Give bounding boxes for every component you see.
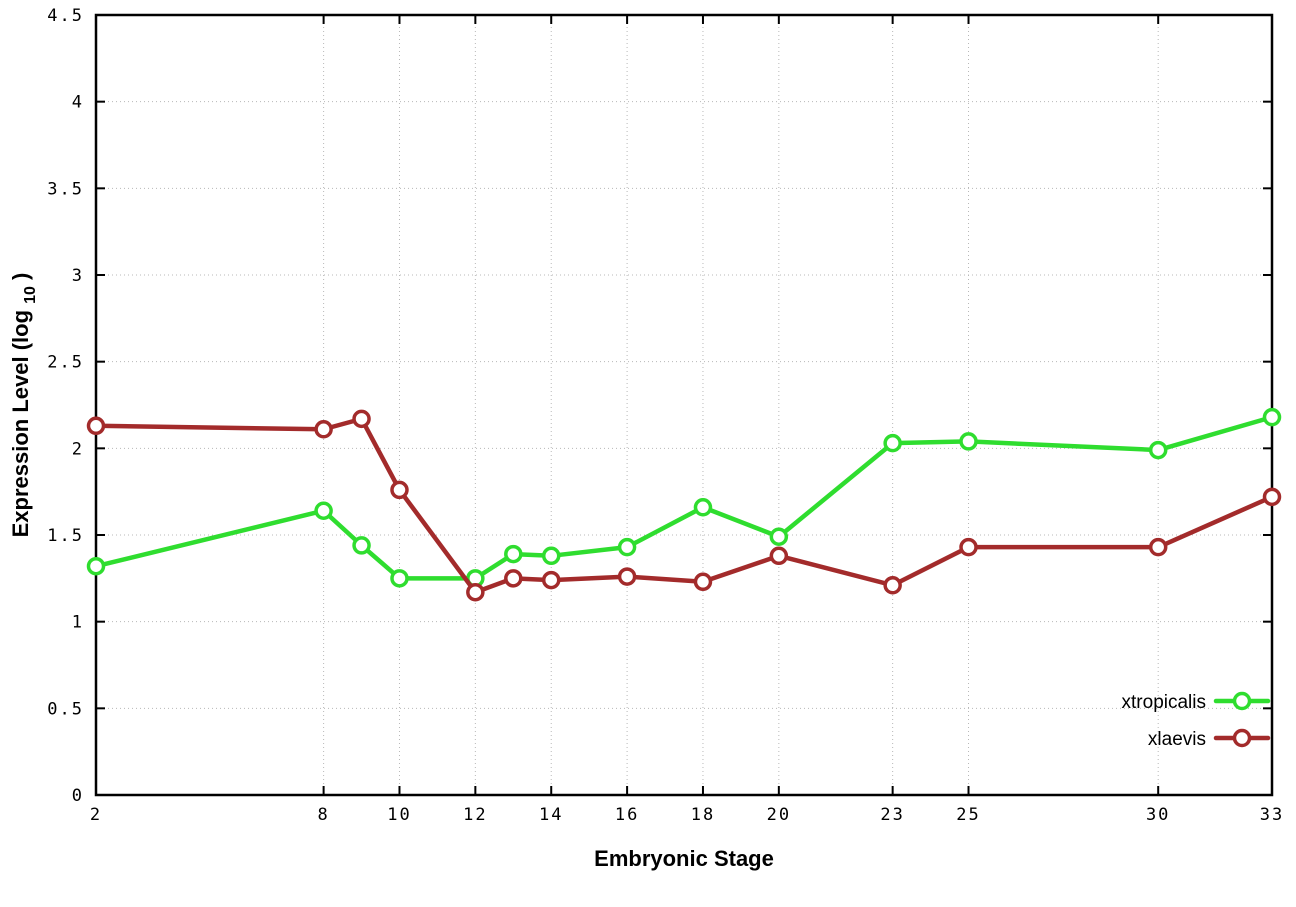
series-line-xlaevis <box>93 416 1275 595</box>
data-point-xlaevis <box>959 537 978 557</box>
x-tick-label: 18 <box>691 805 715 825</box>
data-point-xtropicalis <box>883 433 902 453</box>
y-tick-label: 2.5 <box>47 353 84 373</box>
legend-label-xtropicalis: xtropicalis <box>1122 692 1206 713</box>
x-tick-label: 23 <box>880 805 904 825</box>
data-point-xlaevis <box>693 572 713 592</box>
x-tick-label: 30 <box>1146 805 1170 825</box>
data-point-xlaevis <box>1148 537 1168 557</box>
legend-entry-xtropicalis: xtropicalis <box>1122 691 1271 713</box>
x-tick-label: 20 <box>767 805 791 825</box>
data-point-xtropicalis <box>1148 440 1168 460</box>
y-tick-label: 4.5 <box>47 6 84 26</box>
data-point-xtropicalis <box>352 536 371 555</box>
y-axis-label: Expression Level (log 10 ) <box>8 273 40 538</box>
x-tick-label: 33 <box>1260 805 1284 825</box>
y-tick-label: 3 <box>72 266 84 286</box>
plot-border <box>94 13 1274 797</box>
data-point-xlaevis <box>86 416 106 436</box>
x-tick-label: 8 <box>317 805 329 825</box>
data-point-xlaevis <box>390 480 409 500</box>
data-point-xtropicalis <box>314 501 333 520</box>
data-point-xlaevis <box>769 546 789 566</box>
data-point-xtropicalis <box>617 537 637 557</box>
y-tick-label: 1.5 <box>47 526 84 546</box>
data-point-xlaevis <box>883 576 902 595</box>
plot-area: 2 8 10 12 14 16 18 20 23 25 30 33 0 0.5 1 1.5 2 2.5 3 3.5 4 4… <box>47 6 1284 825</box>
y-tick-label: 4 <box>72 93 84 113</box>
y-tick-label: 0 <box>72 786 84 806</box>
data-point-xtropicalis <box>390 569 409 588</box>
x-tick-label: 12 <box>463 805 487 825</box>
y-axis-label-subscript: 10 <box>22 286 39 304</box>
data-point-xlaevis <box>314 420 333 439</box>
data-point-xtropicalis <box>959 432 978 451</box>
x-tick-label: 14 <box>539 805 563 825</box>
data-point-xtropicalis <box>541 546 561 566</box>
x-tick-label: 2 <box>90 805 102 825</box>
legend-label-xlaevis: xlaevis <box>1148 729 1206 750</box>
data-point-xlaevis <box>617 567 637 586</box>
legend: xtropicalis xlaevis <box>1122 691 1271 750</box>
series-xlaevis <box>86 409 1282 602</box>
y-axis-label-close: ) <box>8 273 33 280</box>
legend-marker-xtropicalis <box>1232 691 1252 711</box>
data-point-xlaevis <box>1262 487 1282 507</box>
data-point-xlaevis <box>541 570 561 590</box>
y-tick-label: 0.5 <box>47 699 84 719</box>
x-tick-label: 25 <box>956 805 980 825</box>
y-tick-label: 2 <box>72 439 84 459</box>
data-point-xlaevis <box>504 569 523 588</box>
data-point-xtropicalis <box>769 527 789 546</box>
data-point-xlaevis <box>466 582 485 602</box>
y-tick-label: 3.5 <box>47 179 84 199</box>
x-tick-label: 10 <box>387 805 411 825</box>
series-line-xtropicalis <box>93 414 1275 581</box>
series-xtropicalis <box>86 407 1282 588</box>
y-tick-label: 1 <box>72 613 84 633</box>
x-axis-label: Embryonic Stage <box>594 846 774 871</box>
data-point-xtropicalis <box>86 556 106 576</box>
legend-entry-xlaevis: xlaevis <box>1148 728 1271 750</box>
y-axis-label-main: Expression Level (log <box>8 310 33 537</box>
x-tick-label: 16 <box>615 805 639 825</box>
legend-marker-xlaevis <box>1232 728 1252 748</box>
data-point-xlaevis <box>352 409 371 429</box>
data-point-xtropicalis <box>693 498 713 517</box>
data-point-xtropicalis <box>1262 407 1282 427</box>
data-point-xtropicalis <box>504 544 523 564</box>
